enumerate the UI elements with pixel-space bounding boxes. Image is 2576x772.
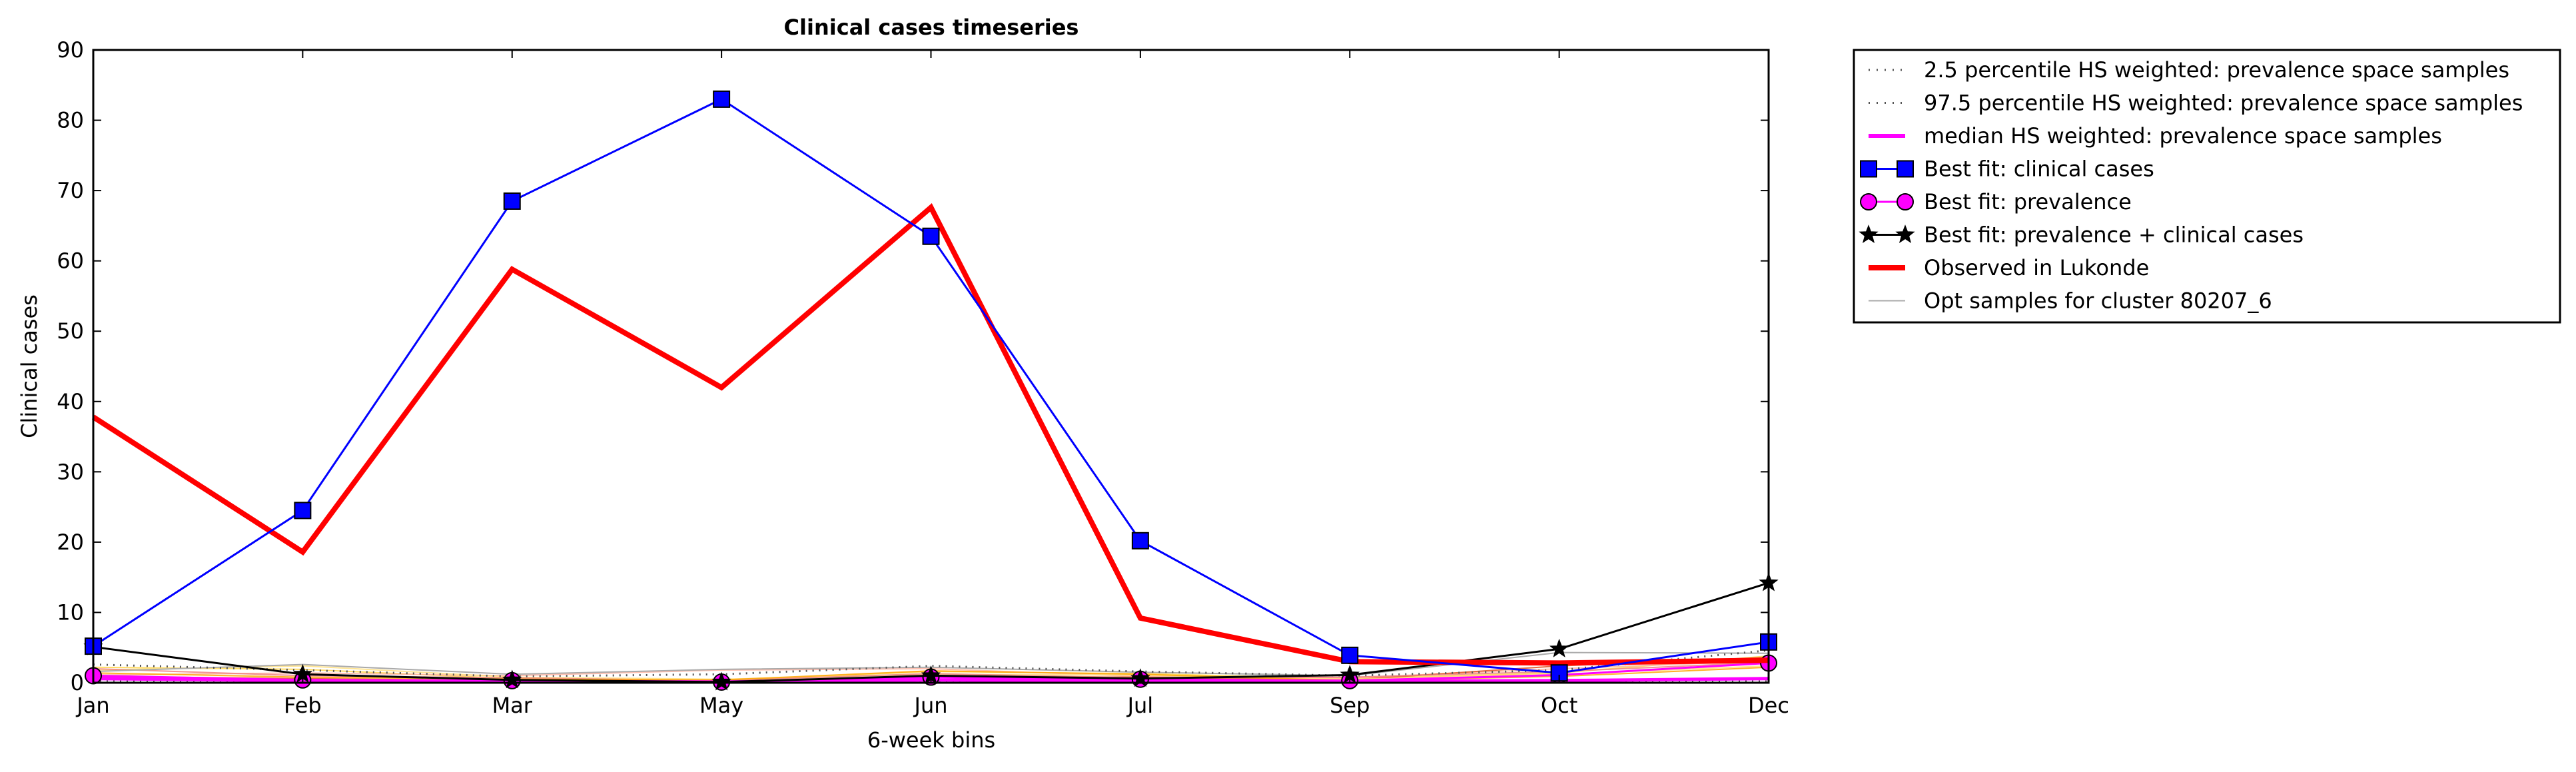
series-point — [713, 90, 731, 108]
legend-box — [1853, 49, 2561, 324]
series-point — [1341, 646, 1359, 664]
legend-label: 97.5 percentile HS weighted: prevalence … — [1924, 91, 2523, 116]
legend-label: 2.5 percentile HS weighted: prevalence s… — [1924, 57, 2509, 83]
legend-marker — [1859, 224, 1879, 243]
series-point — [1549, 638, 1569, 657]
legend-marker — [1895, 224, 1915, 243]
y-tick-label: 10 — [57, 599, 84, 625]
series-line — [93, 98, 1769, 674]
legend-label: Best fit: prevalence — [1924, 189, 2132, 214]
chart-title: Clinical cases timeseries — [784, 15, 1079, 40]
legend-label: Observed in Lukonde — [1924, 255, 2149, 280]
y-tick-label: 90 — [57, 37, 84, 63]
x-tick-label: Jan — [75, 693, 109, 718]
x-tick-label: Oct — [1541, 693, 1577, 718]
legend-label: Best fit: prevalence + clinical cases — [1924, 222, 2304, 248]
series-line — [91, 203, 1769, 666]
series-point — [503, 192, 521, 210]
series-point — [294, 502, 312, 520]
legend-marker — [1897, 193, 1914, 210]
x-tick-label: Mar — [492, 693, 533, 718]
y-tick-label: 60 — [57, 248, 84, 274]
legend: 2.5 percentile HS weighted: prevalence s… — [1853, 49, 2561, 324]
y-tick-label: 70 — [57, 178, 84, 203]
x-tick-label: Jun — [913, 693, 948, 718]
y-tick-label: 0 — [71, 670, 84, 695]
y-tick-label: 40 — [57, 389, 84, 414]
legend-marker — [1897, 160, 1914, 178]
legend-label: Best fit: clinical cases — [1924, 157, 2154, 182]
y-tick-label: 80 — [57, 108, 84, 133]
x-axis-label: 6-week bins — [867, 727, 995, 753]
x-tick-label: Dec — [1748, 693, 1789, 718]
legend-label: median HS weighted: prevalence space sam… — [1924, 123, 2442, 149]
y-tick-label: 50 — [57, 318, 84, 344]
y-tick-label: 30 — [57, 459, 84, 484]
y-tick-label: 20 — [57, 530, 84, 555]
legend-label: Opt samples for cluster 80207_6 — [1924, 288, 2272, 314]
legend-marker — [1860, 160, 1877, 178]
x-tick-label: Sep — [1330, 693, 1370, 718]
series-point — [922, 227, 940, 245]
x-tick-label: Jul — [1126, 693, 1154, 718]
plot-frame — [92, 49, 1770, 684]
y-axis-label: Clinical cases — [17, 294, 42, 438]
x-tick-label: Feb — [284, 693, 322, 718]
series-point — [1131, 532, 1149, 550]
legend-marker — [1860, 193, 1877, 210]
x-tick-label: May — [699, 693, 743, 718]
